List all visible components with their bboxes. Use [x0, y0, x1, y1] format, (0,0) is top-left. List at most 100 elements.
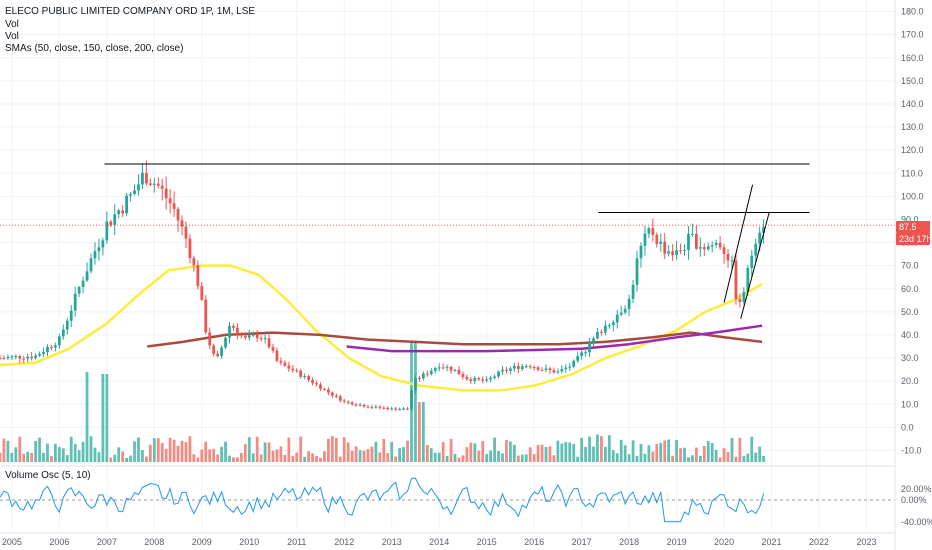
candle-body: [243, 335, 247, 338]
candle-body: [592, 338, 595, 343]
y-tick-label: 160.0: [901, 53, 924, 63]
candle-body: [81, 280, 85, 287]
volume-bar: [362, 450, 366, 462]
candle-body: [156, 183, 160, 186]
y-tick-label: 130.0: [901, 122, 924, 132]
x-tick-label: 2016: [524, 537, 544, 547]
volume-bar: [279, 446, 283, 462]
candle-body: [180, 220, 184, 227]
volume-bar: [683, 447, 686, 462]
x-tick-label: 2022: [809, 537, 829, 547]
candle-body: [311, 379, 314, 384]
volume-bar: [536, 445, 540, 462]
volume-bar: [73, 443, 77, 462]
volume-bar: [429, 448, 433, 462]
drawing-annotations[interactable]: [0, 163, 895, 319]
volume-bars: [0, 342, 766, 462]
candle-body: [738, 298, 742, 302]
last-price-value: 87.5: [899, 222, 917, 232]
candle-body: [358, 404, 362, 406]
y-tick-label: 50.0: [901, 307, 919, 317]
candle-body: [330, 392, 334, 396]
candle-body: [346, 401, 350, 403]
volume-bar: [493, 437, 496, 462]
candle-body: [105, 221, 109, 241]
volume-bar: [196, 457, 200, 462]
candle-body: [370, 407, 374, 409]
candle-body: [473, 377, 477, 382]
volume-bar: [556, 440, 560, 462]
volume-bar: [722, 448, 726, 462]
volume-bar: [647, 445, 651, 462]
candle-body: [224, 337, 227, 348]
volume-bar: [453, 453, 457, 462]
volume-bar: [164, 448, 168, 462]
volume-bar: [188, 436, 192, 462]
candle-body: [26, 356, 30, 359]
volume-bar: [342, 437, 346, 462]
volume-bar: [350, 450, 354, 462]
volume-bar: [125, 457, 128, 462]
volume-bar: [243, 444, 247, 462]
volume-bar: [105, 374, 109, 462]
candle-body: [746, 267, 750, 292]
candle-body: [196, 265, 200, 287]
candle-body: [236, 327, 239, 335]
candle-body: [687, 234, 690, 250]
candle-body: [2, 358, 6, 360]
x-tick-label: 2013: [382, 537, 402, 547]
candle-body: [469, 379, 473, 382]
volume-bar: [461, 455, 465, 462]
candle-body: [121, 210, 125, 214]
volume-bar: [386, 453, 390, 462]
x-tick-label: 2011: [287, 537, 306, 547]
candle-body: [509, 368, 512, 371]
candle-body: [279, 360, 283, 363]
candle-body: [10, 356, 14, 358]
volume-bar: [603, 446, 607, 462]
candle-body: [679, 250, 682, 252]
candle-body: [148, 183, 152, 185]
candle-body: [477, 377, 481, 380]
osc-tick-label: 20.00%: [901, 484, 932, 494]
candle-body: [651, 228, 655, 235]
candle-body: [176, 209, 180, 221]
volume-bar: [327, 438, 330, 462]
candle-body: [406, 408, 409, 410]
volume-bar: [263, 442, 267, 462]
volume-bar: [251, 453, 255, 462]
x-tick-label: 2017: [572, 537, 592, 547]
volume-bar: [524, 454, 528, 462]
volume-bar: [271, 450, 275, 462]
candle-body: [220, 347, 223, 357]
volume-bar: [520, 454, 524, 462]
candle-body: [548, 368, 552, 371]
volume-bar: [338, 456, 342, 462]
sma-line: [0, 264, 763, 392]
volume-bar: [97, 452, 101, 462]
volume-bar: [639, 443, 643, 462]
x-tick-label: 2007: [97, 537, 117, 547]
volume-bar: [663, 440, 667, 462]
volume-bar: [378, 452, 382, 462]
candle-body: [714, 242, 718, 245]
y-tick-label: 0.0: [901, 422, 914, 432]
volume-bar: [481, 441, 485, 462]
candle-body: [627, 298, 631, 310]
candle-body: [267, 338, 271, 348]
volume-bar: [485, 454, 489, 462]
volume-bar: [172, 439, 176, 462]
candle-body: [683, 249, 686, 251]
volume-bar: [30, 452, 34, 462]
volume-bar: [366, 448, 370, 462]
volume-bar: [643, 453, 647, 462]
volume-bar: [358, 450, 362, 462]
volume-bar: [516, 455, 520, 462]
candle-body: [77, 286, 81, 294]
volume-bar: [477, 450, 481, 462]
candle-body: [18, 356, 22, 359]
candle-body: [61, 329, 65, 337]
candle-body: [520, 366, 524, 369]
